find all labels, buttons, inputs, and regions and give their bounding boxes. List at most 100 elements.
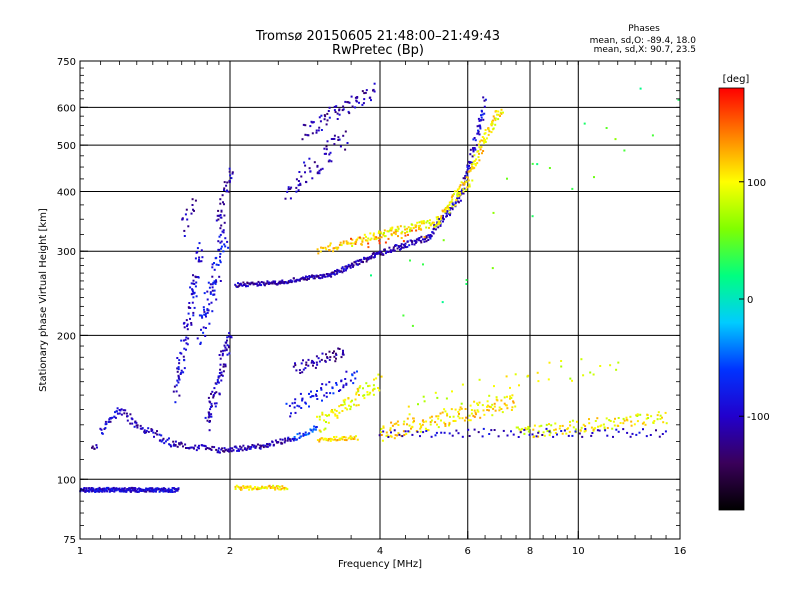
data-point — [457, 192, 460, 194]
data-point — [658, 435, 661, 438]
data-point — [478, 159, 481, 162]
data-point — [348, 101, 351, 104]
data-point — [97, 488, 100, 491]
data-point — [337, 136, 340, 139]
data-point — [286, 488, 289, 491]
data-point — [462, 177, 465, 180]
data-point — [126, 419, 129, 422]
data-point — [482, 427, 485, 430]
data-point — [345, 439, 348, 442]
data-point — [347, 437, 350, 440]
data-point — [311, 132, 314, 135]
data-point — [499, 111, 502, 114]
data-point — [189, 446, 192, 449]
data-point — [467, 179, 470, 182]
data-point — [367, 257, 370, 260]
data-point — [354, 96, 357, 99]
data-point — [384, 252, 387, 255]
data-point — [642, 428, 644, 431]
data-point — [443, 421, 446, 424]
data-point — [441, 411, 444, 414]
data-point — [414, 226, 417, 229]
data-point — [567, 434, 570, 437]
data-point — [370, 256, 373, 259]
data-point — [420, 220, 423, 223]
data-point — [473, 159, 476, 162]
data-point — [259, 444, 262, 447]
data-point — [281, 279, 284, 282]
data-point — [466, 164, 469, 167]
data-point — [301, 399, 304, 402]
data-point — [527, 430, 530, 433]
data-point — [258, 487, 261, 490]
data-point — [426, 220, 429, 222]
data-point — [477, 129, 479, 132]
data-point — [251, 281, 254, 284]
data-point — [212, 293, 215, 296]
data-point — [121, 490, 124, 493]
data-point — [353, 403, 355, 406]
data-point — [404, 242, 407, 245]
data-point — [497, 435, 500, 438]
data-point — [297, 184, 300, 187]
data-point — [312, 121, 315, 124]
data-point — [334, 352, 337, 355]
data-point — [340, 380, 343, 383]
data-point — [473, 415, 476, 418]
data-point — [321, 413, 324, 416]
data-point — [313, 425, 316, 428]
data-point — [221, 374, 224, 377]
data-point — [208, 415, 211, 418]
data-point — [344, 130, 347, 133]
data-point — [517, 436, 520, 438]
data-point — [395, 228, 398, 231]
data-point — [304, 171, 306, 174]
data-point — [211, 263, 214, 266]
data-point — [260, 486, 263, 489]
data-point — [155, 490, 157, 493]
data-point — [328, 438, 330, 440]
data-point — [283, 488, 286, 491]
data-point — [470, 409, 473, 411]
data-point — [312, 428, 315, 431]
data-point — [650, 415, 653, 418]
data-point — [147, 427, 150, 430]
data-point — [105, 486, 108, 489]
data-point — [313, 161, 316, 164]
data-point — [221, 230, 224, 233]
data-point — [400, 232, 403, 235]
data-point — [542, 431, 545, 434]
data-point — [492, 407, 495, 410]
data-point — [479, 127, 482, 130]
data-point — [348, 112, 351, 115]
data-point — [459, 184, 462, 187]
data-point — [408, 430, 411, 433]
data-point — [103, 490, 106, 493]
data-point — [178, 394, 181, 397]
data-point — [612, 435, 614, 438]
data-point — [537, 380, 540, 383]
data-point — [476, 409, 479, 412]
data-point — [146, 489, 149, 492]
data-point — [133, 489, 136, 492]
data-point — [330, 438, 333, 441]
data-point — [436, 423, 438, 426]
data-point — [370, 99, 372, 102]
data-point — [318, 116, 321, 119]
data-point — [284, 437, 287, 440]
data-point — [481, 404, 484, 407]
data-point — [385, 431, 388, 434]
data-point — [356, 263, 359, 266]
data-point — [168, 437, 170, 440]
data-point — [280, 487, 283, 490]
data-point — [90, 489, 93, 492]
data-point — [196, 247, 199, 250]
data-point — [400, 247, 402, 250]
data-point — [158, 433, 161, 436]
data-point — [192, 279, 195, 282]
data-point — [242, 281, 245, 284]
data-point — [372, 88, 375, 91]
data-point — [177, 368, 180, 371]
data-point — [321, 437, 324, 440]
